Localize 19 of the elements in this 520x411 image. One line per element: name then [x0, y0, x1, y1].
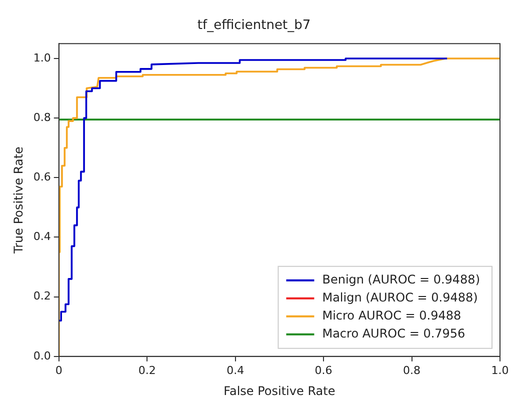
- y-tick-label: 0.2: [33, 290, 51, 303]
- x-axis-title: False Positive Rate: [224, 384, 336, 398]
- chart-title: tf_efficientnet_b7: [197, 18, 311, 34]
- legend-label: Malign (AUROC = 0.9488): [322, 290, 478, 305]
- legend-label: Macro AUROC = 0.7956: [322, 326, 466, 341]
- y-tick-label: 1.0: [33, 51, 51, 64]
- x-tick-label: 0.2: [138, 364, 156, 377]
- y-tick-label: 0.4: [33, 230, 51, 244]
- x-tick-label: 0: [55, 364, 62, 377]
- x-tick-label: 0.6: [314, 364, 332, 377]
- y-tick-label: 0.8: [33, 110, 51, 124]
- y-tick-label: 0.6: [33, 170, 51, 184]
- legend-label: Benign (AUROC = 0.9488): [322, 272, 480, 287]
- x-tick-label: 1.0: [491, 364, 509, 377]
- x-tick-label: 0.8: [403, 364, 421, 377]
- y-axis-title: True Positive Rate: [11, 146, 26, 254]
- y-tick-label: 0.0: [33, 349, 51, 362]
- x-tick-label: 0.4: [226, 364, 244, 377]
- legend-label: Micro AUROC = 0.9488: [322, 308, 462, 323]
